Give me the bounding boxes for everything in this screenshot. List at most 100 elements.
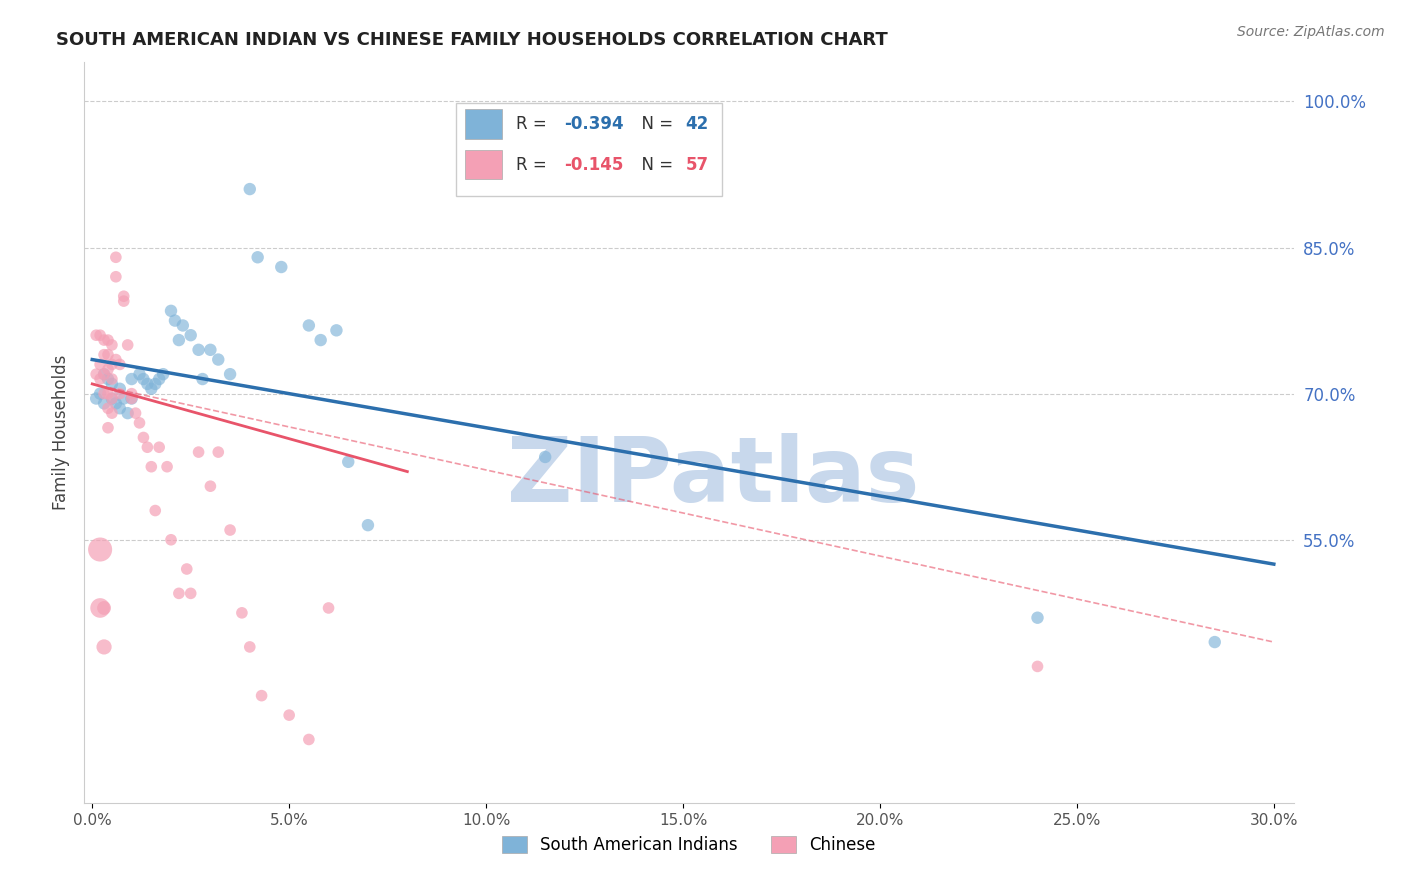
Point [108, 382, 131, 396]
Point [163, 313, 186, 327]
Y-axis label: Family Households: Family Households [52, 355, 70, 510]
Point [298, 318, 321, 333]
Point [141, 382, 163, 396]
Point [108, 386, 131, 401]
Point [121, 386, 143, 401]
Point [325, 323, 347, 337]
Point [128, 367, 150, 381]
Point [136, 376, 159, 391]
Point [160, 303, 183, 318]
Point [101, 406, 124, 420]
Point [93, 396, 115, 410]
Point [104, 352, 127, 367]
Point [219, 523, 242, 537]
Point [246, 250, 269, 264]
Text: N =: N = [631, 115, 678, 133]
Point [101, 376, 124, 391]
Point [152, 367, 174, 381]
Point [200, 343, 222, 357]
Point [89, 372, 111, 386]
Point [167, 586, 190, 600]
Text: 57: 57 [685, 155, 709, 174]
Text: Source: ZipAtlas.com: Source: ZipAtlas.com [1237, 25, 1385, 39]
Point [200, 479, 222, 493]
Point [231, 606, 253, 620]
Legend: South American Indians, Chinese: South American Indians, Chinese [495, 830, 883, 861]
Point [298, 732, 321, 747]
Text: 42: 42 [685, 115, 709, 133]
Point [357, 518, 380, 533]
Point [148, 372, 170, 386]
Point [117, 406, 139, 420]
Point [1026, 611, 1049, 625]
Point [309, 333, 332, 347]
Point [89, 542, 111, 557]
Point [93, 367, 115, 381]
Point [180, 328, 202, 343]
Point [239, 640, 262, 654]
Point [180, 586, 202, 600]
Point [112, 392, 135, 406]
Text: R =: R = [516, 155, 553, 174]
Point [278, 708, 301, 723]
Point [191, 372, 214, 386]
Point [93, 640, 115, 654]
Point [101, 358, 124, 372]
Point [124, 406, 146, 420]
Point [121, 372, 143, 386]
Point [93, 333, 115, 347]
Point [101, 338, 124, 352]
Point [104, 250, 127, 264]
Point [84, 392, 107, 406]
FancyBboxPatch shape [456, 103, 721, 195]
Point [148, 440, 170, 454]
Point [141, 459, 163, 474]
Point [101, 372, 124, 386]
Point [93, 601, 115, 615]
Point [534, 450, 557, 464]
Text: N =: N = [631, 155, 678, 174]
FancyBboxPatch shape [465, 150, 502, 179]
Point [104, 396, 127, 410]
Point [84, 367, 107, 381]
Point [101, 392, 124, 406]
Point [128, 416, 150, 430]
Point [97, 362, 120, 376]
Point [132, 430, 155, 444]
Point [93, 386, 115, 401]
Point [187, 343, 209, 357]
Point [97, 421, 120, 435]
Point [101, 392, 124, 406]
Text: ZIPatlas: ZIPatlas [508, 433, 920, 521]
Point [108, 401, 131, 416]
Point [239, 182, 262, 196]
Point [132, 372, 155, 386]
Point [93, 348, 115, 362]
Text: SOUTH AMERICAN INDIAN VS CHINESE FAMILY HOUSEHOLDS CORRELATION CHART: SOUTH AMERICAN INDIAN VS CHINESE FAMILY … [56, 31, 889, 49]
Point [117, 338, 139, 352]
Point [167, 333, 190, 347]
Point [187, 445, 209, 459]
Point [121, 392, 143, 406]
Point [136, 440, 159, 454]
Text: -0.145: -0.145 [564, 155, 624, 174]
Point [337, 455, 360, 469]
Text: R =: R = [516, 115, 553, 133]
Point [250, 689, 273, 703]
Point [172, 318, 194, 333]
Point [160, 533, 183, 547]
Point [97, 386, 120, 401]
Point [207, 352, 229, 367]
FancyBboxPatch shape [465, 109, 502, 138]
Point [219, 367, 242, 381]
Point [93, 367, 115, 381]
Point [84, 328, 107, 343]
Point [108, 358, 131, 372]
Point [1204, 635, 1226, 649]
Point [97, 372, 120, 386]
Point [112, 294, 135, 309]
Point [89, 386, 111, 401]
Point [121, 392, 143, 406]
Point [318, 601, 340, 615]
Point [207, 445, 229, 459]
